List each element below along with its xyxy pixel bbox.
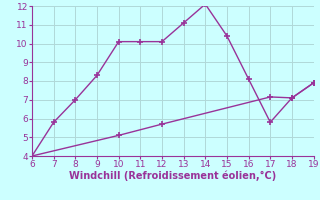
X-axis label: Windchill (Refroidissement éolien,°C): Windchill (Refroidissement éolien,°C) xyxy=(69,171,276,181)
